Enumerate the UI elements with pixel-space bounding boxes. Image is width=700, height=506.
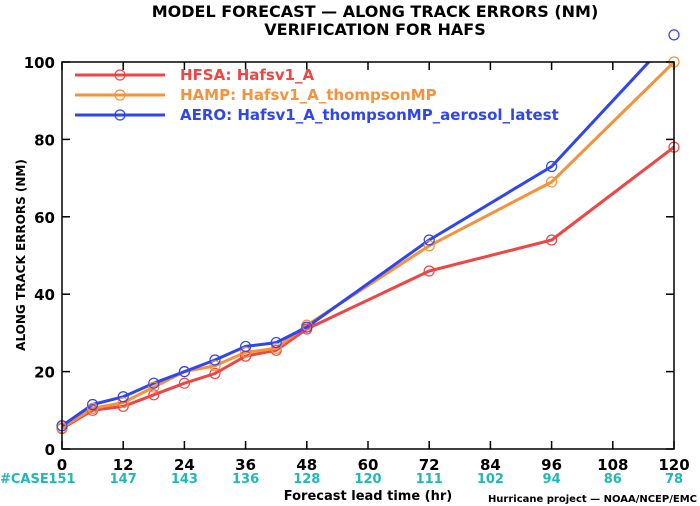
chart-subtitle: VERIFICATION FOR HAFS [264,20,485,39]
data-point [117,391,129,403]
legend-marker [114,69,126,81]
data-point [178,377,190,389]
data-point [86,402,99,414]
data-point [270,336,282,349]
marker-layer [56,29,680,435]
x-tick-label: 72 [419,456,440,474]
data-point [148,381,160,393]
x-tick-label: 120 [658,456,689,474]
y-tick-label: 80 [34,131,55,149]
case-count: 151 [48,472,75,487]
data-point [545,176,558,188]
case-count-label: #CASE [0,472,49,487]
data-point [545,160,558,173]
x-tick-label: 60 [358,456,379,474]
x-axis-label: Forecast lead time (hr) [284,489,452,504]
data-point [270,342,282,354]
data-point [86,398,99,411]
data-point [240,346,252,358]
legend-marker [114,89,126,101]
axis-ticks: 0 12 24 36 48 60 72 84 96 108 120 0 20 40 60 80 100 [24,54,690,474]
case-count: 78 [665,472,683,487]
case-count: 147 [110,472,137,487]
data-point [423,234,435,246]
chart-title: MODEL FORECAST — ALONG TRACK ERRORS (NM) [152,2,599,21]
data-point [209,367,221,380]
y-axis-label: ALONG TRACK ERRORS (NM) [14,159,28,351]
data-point [423,240,435,252]
x-tick-label: 96 [541,456,562,474]
y-tick-label: 100 [24,54,55,72]
case-count: 143 [171,472,198,487]
data-point [148,389,160,401]
legend-label-3: AERO: Hafsv1_A_thompsonMP_aerosol_latest [180,106,559,124]
x-tick-label: 36 [235,456,256,474]
case-count: 86 [604,472,622,487]
data-point [668,29,680,41]
data-point [240,340,252,353]
case-count: 94 [543,472,561,487]
legend-label-2: HAMP: Hafsv1_A_thompsonMP [180,86,437,104]
data-point [301,321,313,333]
y-tick-label: 0 [45,441,55,459]
case-count: 111 [416,472,443,487]
case-count: 120 [354,472,381,487]
legend-marker [114,109,126,121]
x-tick-label: 84 [480,456,501,474]
y-tick-label: 20 [34,364,55,382]
data-point [178,366,190,378]
x-tick-label: 24 [174,456,195,474]
case-count: 102 [477,472,504,487]
x-tick-label: 0 [57,456,67,474]
credit-text: Hurricane project — NOAA/NCEP/EMC [488,494,697,505]
data-point [545,234,558,246]
y-tick-label: 60 [34,209,55,227]
y-tick-label: 40 [34,286,55,304]
plot-frame [61,61,675,450]
data-point [117,396,129,409]
data-point [148,377,160,389]
x-tick-label: 108 [597,456,628,474]
case-counts: 151 147 143 136 128 120 111 102 94 86 78 [48,472,683,487]
x-tick-label: 48 [296,456,317,474]
data-point [209,360,221,372]
x-tick-label: 12 [113,456,134,474]
legend-label-1: HFSA: Hafsv1_A [180,66,315,84]
case-count: 136 [232,472,259,487]
data-point [423,265,435,277]
data-point [209,354,221,366]
legend: HFSA: Hafsv1_A HAMP: Hafsv1_A_thompsonMP A… [75,66,559,124]
case-count: 128 [293,472,320,487]
